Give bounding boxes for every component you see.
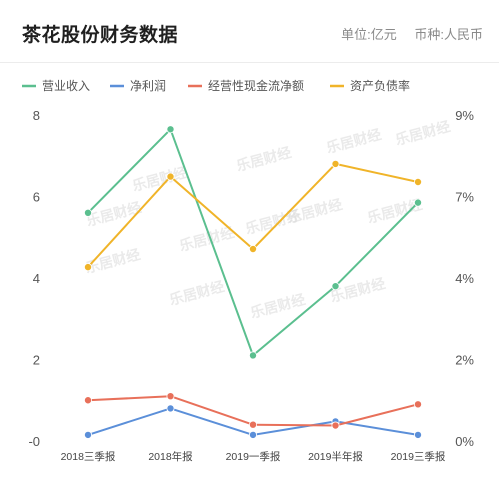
data-point[interactable]: [84, 430, 93, 439]
data-point[interactable]: [248, 351, 257, 360]
watermark-text: 乐居财经: [329, 275, 387, 305]
data-point[interactable]: [166, 172, 175, 181]
x-tick-label: 2019一季报: [226, 450, 281, 463]
data-point[interactable]: [331, 421, 340, 430]
data-point[interactable]: [331, 282, 340, 291]
chart-header: 茶花股份财务数据 单位:亿元 币种:人民币: [0, 0, 499, 60]
legend-label: 营业收入: [42, 79, 90, 93]
data-point[interactable]: [84, 263, 93, 272]
legend-label: 资产负债率: [350, 78, 410, 93]
data-point[interactable]: [248, 245, 257, 254]
data-point[interactable]: [84, 208, 93, 217]
legend-label: 经营性现金流净额: [208, 78, 304, 93]
legend-label: 净利润: [130, 79, 166, 93]
y-right-tick-label: 0%: [455, 434, 474, 449]
data-point[interactable]: [413, 198, 422, 207]
data-point[interactable]: [248, 420, 257, 429]
x-tick-label: 2019半年报: [308, 450, 363, 463]
data-point[interactable]: [84, 396, 93, 405]
header-divider: [0, 62, 499, 63]
watermark-text: 乐居财经: [168, 278, 226, 308]
chart-meta: 单位:亿元 币种:人民币: [327, 24, 483, 43]
y-left-tick-label: 4: [33, 271, 40, 286]
data-point[interactable]: [413, 400, 422, 409]
data-point[interactable]: [248, 430, 257, 439]
y-left-tick-label: -0: [28, 434, 40, 449]
data-point[interactable]: [166, 125, 175, 134]
data-point[interactable]: [166, 404, 175, 413]
y-left-tick-label: 8: [33, 108, 40, 123]
watermark-text: 乐居财经: [235, 144, 293, 174]
data-point[interactable]: [413, 178, 422, 187]
watermark-text: 乐居财经: [286, 196, 344, 226]
data-point[interactable]: [166, 392, 175, 401]
currency-label: 币种:人民币: [414, 27, 483, 42]
y-left-tick-label: 6: [33, 190, 40, 205]
watermark-text: 乐居财经: [394, 118, 452, 148]
watermark-text: 乐居财经: [85, 199, 143, 229]
watermark-text: 乐居财经: [325, 126, 383, 156]
x-tick-label: 2019三季报: [391, 450, 446, 463]
data-point[interactable]: [331, 159, 340, 168]
data-point[interactable]: [413, 430, 422, 439]
y-right-tick-label: 4%: [455, 271, 474, 286]
unit-label: 单位:亿元: [341, 27, 397, 42]
y-right-tick-label: 2%: [455, 353, 474, 368]
x-tick-label: 2018三季报: [61, 450, 116, 463]
x-tick-label: 2018年报: [148, 450, 193, 463]
y-left-tick-label: 2: [33, 353, 40, 368]
chart-title: 茶花股份财务数据: [22, 25, 179, 46]
y-right-tick-label: 9%: [455, 108, 474, 123]
y-right-tick-label: 7%: [455, 190, 474, 205]
